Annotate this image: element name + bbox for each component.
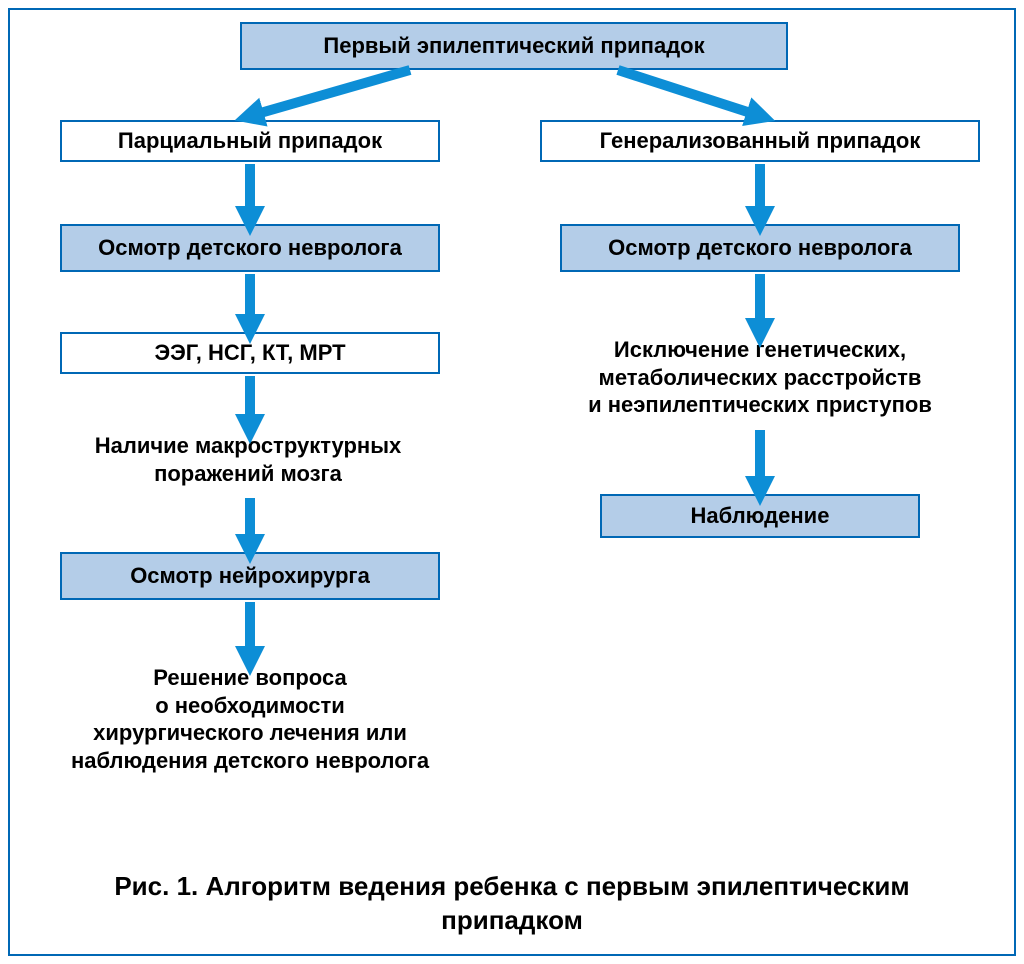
figure-caption: Рис. 1. Алгоритм ведения ребенка с первы… bbox=[0, 870, 1024, 938]
node-eeg: ЭЭГ, НСГ, КТ, МРТ bbox=[60, 332, 440, 374]
node-neurosurg: Осмотр нейрохирурга bbox=[60, 552, 440, 600]
node-observe: Наблюдение bbox=[600, 494, 920, 538]
node-macro-text-label: Наличие макроструктурныхпоражений мозга bbox=[95, 433, 402, 486]
node-neuro-left-label: Осмотр детского невролога bbox=[98, 235, 402, 261]
node-neuro-right-label: Осмотр детского невролога bbox=[608, 235, 912, 261]
node-decision-text-label: Решение вопросао необходимостихирургичес… bbox=[71, 665, 429, 773]
node-general-label: Генерализованный припадок bbox=[600, 128, 921, 154]
node-neuro-right: Осмотр детского невролога bbox=[560, 224, 960, 272]
node-decision-text: Решение вопросао необходимостихирургичес… bbox=[30, 664, 470, 774]
node-partial: Парциальный припадок bbox=[60, 120, 440, 162]
node-exclude-text-label: Исключение генетических,метаболических р… bbox=[588, 337, 932, 417]
node-eeg-label: ЭЭГ, НСГ, КТ, МРТ bbox=[154, 340, 345, 366]
node-neuro-left: Осмотр детского невролога bbox=[60, 224, 440, 272]
node-neurosurg-label: Осмотр нейрохирурга bbox=[130, 563, 370, 589]
node-macro-text: Наличие макроструктурныхпоражений мозга bbox=[38, 432, 458, 487]
node-root-label: Первый эпилептический припадок bbox=[323, 33, 704, 59]
node-observe-label: Наблюдение bbox=[691, 503, 830, 529]
node-partial-label: Парциальный припадок bbox=[118, 128, 382, 154]
figure-caption-text: Рис. 1. Алгоритм ведения ребенка с первы… bbox=[114, 871, 909, 935]
node-exclude-text: Исключение генетических,метаболических р… bbox=[540, 336, 980, 419]
node-general: Генерализованный припадок bbox=[540, 120, 980, 162]
node-root: Первый эпилептический припадок bbox=[240, 22, 788, 70]
